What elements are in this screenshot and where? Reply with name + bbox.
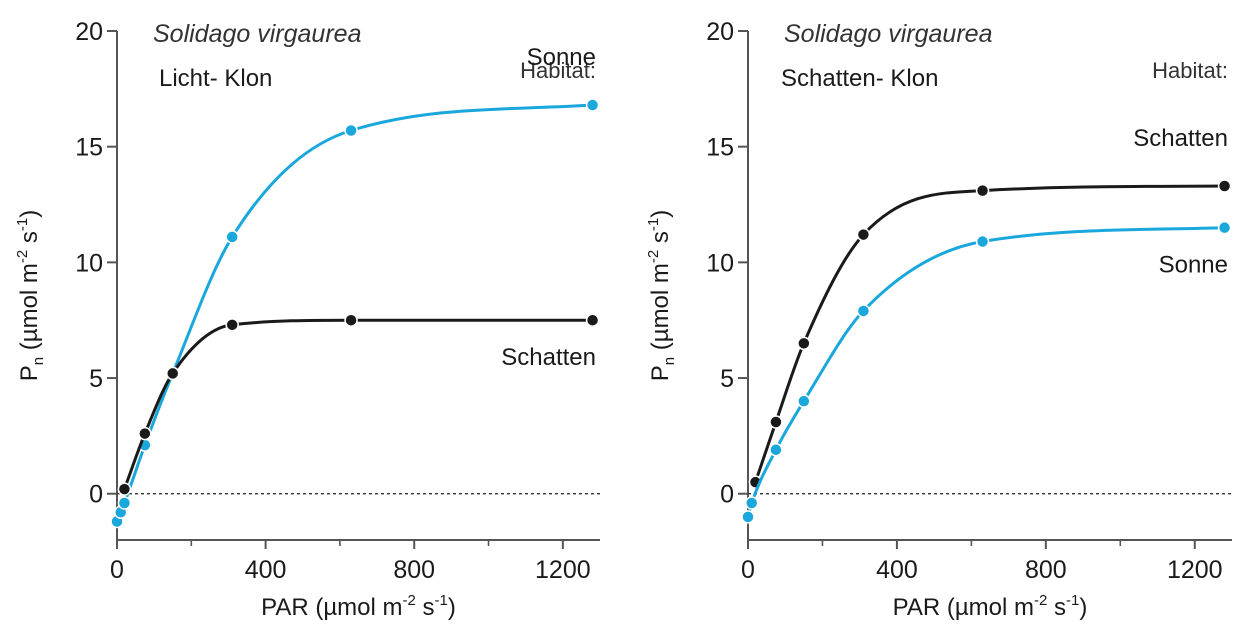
data-point — [1217, 179, 1232, 193]
data-point — [797, 394, 811, 408]
data-point — [344, 123, 358, 138]
data-point — [585, 98, 600, 112]
series-line — [746, 226, 1227, 519]
data-point — [744, 496, 759, 510]
series-label: Schatten — [501, 344, 596, 371]
y-axis-title-sup: -2 — [645, 250, 662, 263]
series-sonne: Sonne — [110, 44, 600, 529]
y-axis-title-sup: -1 — [14, 218, 31, 231]
y-axis-title-main: P — [16, 365, 43, 381]
x-axis-title-end: ) — [1079, 594, 1087, 621]
x-tick-label: 400 — [876, 556, 918, 584]
y-axis-title-mid: s — [16, 231, 43, 250]
data-point — [585, 313, 600, 327]
chart-title: Solidago virgaurea — [153, 20, 362, 48]
y-axis-title-main: P — [647, 365, 674, 381]
legend-title: Habitat: — [1152, 58, 1228, 83]
y-axis-title-mid: s — [647, 231, 674, 250]
series-label: Sonne — [1159, 252, 1228, 279]
x-axis-title-sup: -2 — [403, 592, 416, 609]
data-point — [1217, 220, 1232, 235]
x-axis-title-main: PAR (µmol m — [261, 594, 402, 621]
y-tick-label: 10 — [75, 249, 103, 277]
data-point — [975, 234, 990, 249]
legend-title: Habitat: — [520, 58, 596, 83]
y-tick-label: 10 — [706, 249, 734, 277]
x-axis-title-sup: -2 — [1034, 592, 1047, 609]
data-point — [856, 227, 871, 242]
y-axis-title-sup: -1 — [645, 218, 662, 231]
x-tick-label: 800 — [393, 556, 435, 584]
series-schatten: Schatten — [748, 125, 1232, 489]
data-point — [769, 415, 783, 429]
y-axis-title-mid: (µmol m — [647, 263, 674, 357]
chart-subtitle: Schatten- Klon — [781, 65, 938, 92]
series-label: Schatten — [1133, 125, 1228, 152]
data-point — [138, 426, 152, 441]
x-axis-title: PAR (µmol m-2 s-1) — [893, 592, 1088, 621]
data-point — [117, 496, 132, 510]
data-point — [344, 313, 358, 327]
x-axis-title-main: PAR (µmol m — [893, 594, 1034, 621]
data-point — [117, 482, 132, 496]
x-axis-title-mid: s — [416, 594, 435, 621]
x-tick-label: 1200 — [1167, 556, 1223, 584]
y-axis-title: Pn (µmol m-2 s-1) — [14, 210, 47, 382]
x-tick-label: 800 — [1025, 556, 1067, 584]
x-tick-label: 0 — [110, 556, 124, 584]
data-point — [225, 230, 239, 244]
y-axis-title-end: ) — [16, 210, 43, 218]
series-schatten: Schatten — [117, 313, 600, 496]
y-tick-label: 0 — [89, 481, 103, 509]
x-axis-title-mid: s — [1047, 594, 1066, 621]
x-tick-label: 400 — [245, 556, 287, 584]
y-tick-label: 15 — [706, 134, 734, 162]
y-tick-label: 20 — [706, 18, 734, 46]
x-tick-label: 1200 — [535, 556, 591, 584]
y-tick-label: 15 — [75, 134, 103, 162]
data-point — [975, 183, 990, 198]
series-label: Sonne — [527, 44, 596, 71]
x-axis-title-sup: -1 — [1066, 592, 1079, 609]
y-tick-label: 5 — [720, 365, 734, 393]
x-axis-title-end: ) — [448, 594, 456, 621]
y-axis-title-sub: n — [30, 357, 47, 365]
series-sonne: Sonne — [741, 220, 1232, 524]
data-point — [856, 304, 871, 318]
data-point — [225, 318, 239, 332]
x-tick-label: 0 — [741, 556, 755, 584]
y-axis-title: Pn (µmol m-2 s-1) — [645, 210, 678, 382]
series-line — [115, 103, 595, 523]
x-axis-title-sup: -1 — [435, 592, 448, 609]
data-point — [797, 336, 811, 351]
data-point — [165, 366, 180, 381]
y-tick-label: 5 — [89, 365, 103, 393]
y-axis-title-mid: (µmol m — [16, 263, 43, 357]
data-point — [769, 443, 783, 457]
data-point — [741, 510, 755, 524]
y-axis-title-sub: n — [661, 357, 678, 365]
chart-subtitle: Licht- Klon — [159, 65, 272, 92]
y-axis-title-end: ) — [647, 210, 674, 218]
y-tick-label: 0 — [720, 481, 734, 509]
y-axis-title-sup: -2 — [14, 250, 31, 263]
x-axis-title: PAR (µmol m-2 s-1) — [261, 592, 456, 621]
chart-title: Solidago virgaurea — [784, 20, 993, 48]
y-tick-label: 20 — [75, 18, 103, 46]
